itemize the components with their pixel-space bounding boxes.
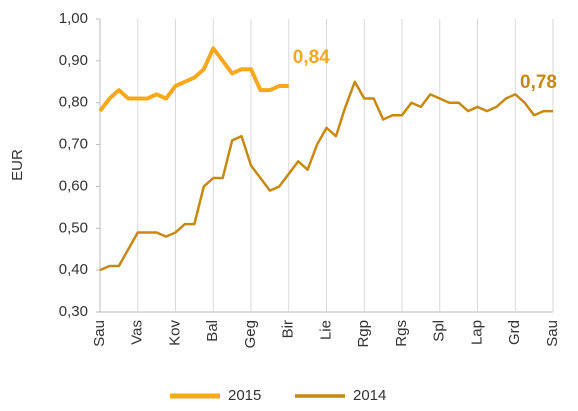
y-tick-label: 0,90 xyxy=(59,52,88,69)
y-tick-label: 0,30 xyxy=(59,303,88,320)
series-line xyxy=(98,46,289,113)
x-tick-label: Lap xyxy=(468,320,485,345)
y-tick-label: 0,40 xyxy=(59,261,88,278)
annotation: 0,84 xyxy=(293,47,330,68)
x-tick-label: Spl xyxy=(431,320,448,342)
y-tick-label: 0,70 xyxy=(59,136,88,153)
legend-label: 2015 xyxy=(228,387,261,404)
y-axis-label: EUR xyxy=(9,149,26,181)
x-tick-label: Kov xyxy=(166,320,183,346)
y-tick-label: 0,50 xyxy=(59,219,88,236)
x-tick-label: Bir xyxy=(280,320,297,338)
y-tick-label: 0,60 xyxy=(59,177,88,194)
x-tick-label: Grd xyxy=(506,320,523,345)
x-tick-label: Geg xyxy=(242,320,259,348)
y-tick-label: 0,80 xyxy=(59,94,88,111)
x-tick-label: Bal xyxy=(204,320,221,342)
annotation: 0,78 xyxy=(520,72,557,93)
x-tick-label: Vas xyxy=(129,320,146,345)
series-line xyxy=(99,80,553,272)
x-tick-label: Rgp xyxy=(355,320,372,348)
y-tick-label: 1,00 xyxy=(59,10,88,27)
x-tick-label: Lie xyxy=(317,320,334,340)
legend-label: 2014 xyxy=(353,387,386,404)
x-tick-label: Sau xyxy=(91,320,108,347)
x-tick-label: Sau xyxy=(544,320,561,347)
x-tick-label: Rgs xyxy=(393,320,410,347)
